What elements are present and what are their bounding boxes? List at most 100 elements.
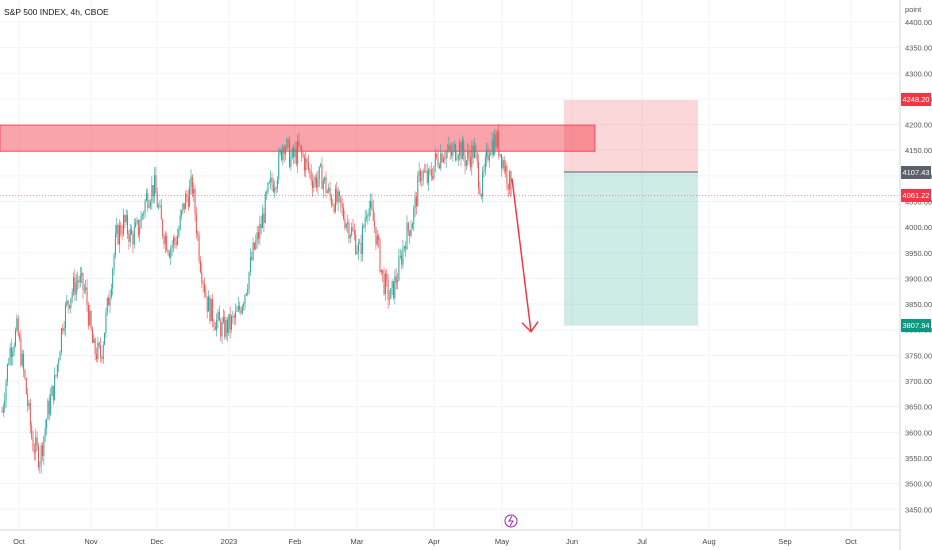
candle-body <box>395 276 397 283</box>
candle-body <box>133 227 135 245</box>
candle-body <box>503 159 505 172</box>
chart-grid <box>0 0 900 530</box>
candle-body <box>266 192 268 194</box>
y-tick-label: 4000.00 <box>905 223 932 232</box>
short-position-target-zone[interactable] <box>564 172 698 326</box>
candle-body <box>81 273 83 276</box>
candle-body <box>20 338 22 366</box>
candle-body <box>15 329 16 346</box>
candle-body <box>148 205 150 208</box>
candle-body <box>40 445 42 465</box>
candle-body <box>51 386 53 396</box>
candle-body <box>463 141 465 156</box>
candle-body <box>197 233 199 236</box>
candle-body <box>339 191 340 197</box>
candle-body <box>70 298 72 308</box>
time-axis[interactable]: Oct Nov Dec 2023 Feb Mar Apr May Jun Jul Aug Sep Oct <box>0 529 900 546</box>
candle-body <box>181 210 183 216</box>
candle-body <box>383 273 385 294</box>
candle-body <box>43 436 45 456</box>
candle-body <box>204 284 205 293</box>
candle-body <box>253 242 255 250</box>
projected-move-arrow[interactable] <box>511 178 532 332</box>
candle-body <box>324 177 326 181</box>
candle-body <box>236 311 238 312</box>
candle-body <box>467 151 469 161</box>
candle-body <box>189 186 191 207</box>
candle-body <box>295 148 297 164</box>
candle-body <box>465 160 467 166</box>
candle-body <box>301 146 303 154</box>
candle-body <box>267 182 269 193</box>
price-axis[interactable]: 4400.004350.004300.004250.004200.004150.… <box>899 0 932 550</box>
candle-body <box>360 243 362 254</box>
candle-body <box>58 360 60 365</box>
candle-body <box>50 395 52 415</box>
candle-body <box>382 269 384 274</box>
drawing-layer[interactable] <box>0 99 698 326</box>
candle-body <box>87 305 89 326</box>
candle-body <box>433 166 435 179</box>
candle-body <box>356 251 358 254</box>
candle-body <box>117 224 119 245</box>
candle-body <box>448 145 450 151</box>
x-tick-label: Mar <box>351 537 364 546</box>
candle-body <box>27 394 29 407</box>
candle-body <box>210 298 212 322</box>
candle-body <box>206 296 208 312</box>
candle-body <box>139 228 141 235</box>
candle-body <box>487 149 489 161</box>
candle-body <box>312 180 313 189</box>
candle-body <box>128 233 130 243</box>
candle-body <box>460 142 462 160</box>
candle-body <box>172 237 174 246</box>
candle-body <box>480 194 482 197</box>
candle-body <box>159 205 161 207</box>
candle-body <box>330 195 332 205</box>
candle-body <box>256 232 258 241</box>
y-tick-label: 3750.00 <box>905 351 932 360</box>
candle-body <box>233 316 235 318</box>
candle-body <box>398 257 400 281</box>
candle-body <box>413 208 415 224</box>
candle-body <box>399 255 401 258</box>
candle-body <box>12 351 14 357</box>
candle-body <box>275 187 277 189</box>
candle-body <box>252 242 254 260</box>
candle-body <box>249 257 251 273</box>
candle-body <box>370 201 372 209</box>
candle-body <box>8 364 10 365</box>
candle-body <box>375 226 377 245</box>
candle-body <box>90 311 92 330</box>
candle-body <box>260 223 262 228</box>
candle-body <box>186 193 188 198</box>
candle-body <box>353 230 355 235</box>
candle-body <box>436 153 438 158</box>
candle-body <box>102 344 104 360</box>
short-position-stop-zone[interactable] <box>564 99 698 173</box>
candle-body <box>16 318 18 330</box>
candle-body <box>217 311 219 320</box>
candle-body <box>209 296 211 322</box>
candle-body <box>245 293 247 295</box>
candle-body <box>78 280 80 283</box>
candle-body <box>89 311 91 326</box>
candle-body <box>64 304 66 329</box>
candle-body <box>421 178 423 181</box>
candle-body <box>387 279 389 300</box>
candle-body <box>10 347 12 357</box>
candle-body <box>21 353 23 366</box>
candle-body <box>456 158 458 161</box>
candle-body <box>510 171 512 196</box>
candle-body <box>290 157 292 167</box>
candle-body <box>156 193 158 208</box>
candle-body <box>198 235 200 261</box>
y-tick-label: 4150.00 <box>905 146 932 155</box>
candle-body <box>105 312 107 333</box>
candle-body <box>135 222 137 228</box>
candle-body <box>384 273 386 294</box>
candle-body <box>471 145 473 168</box>
candle-body <box>67 300 69 306</box>
candle-body <box>476 152 478 162</box>
